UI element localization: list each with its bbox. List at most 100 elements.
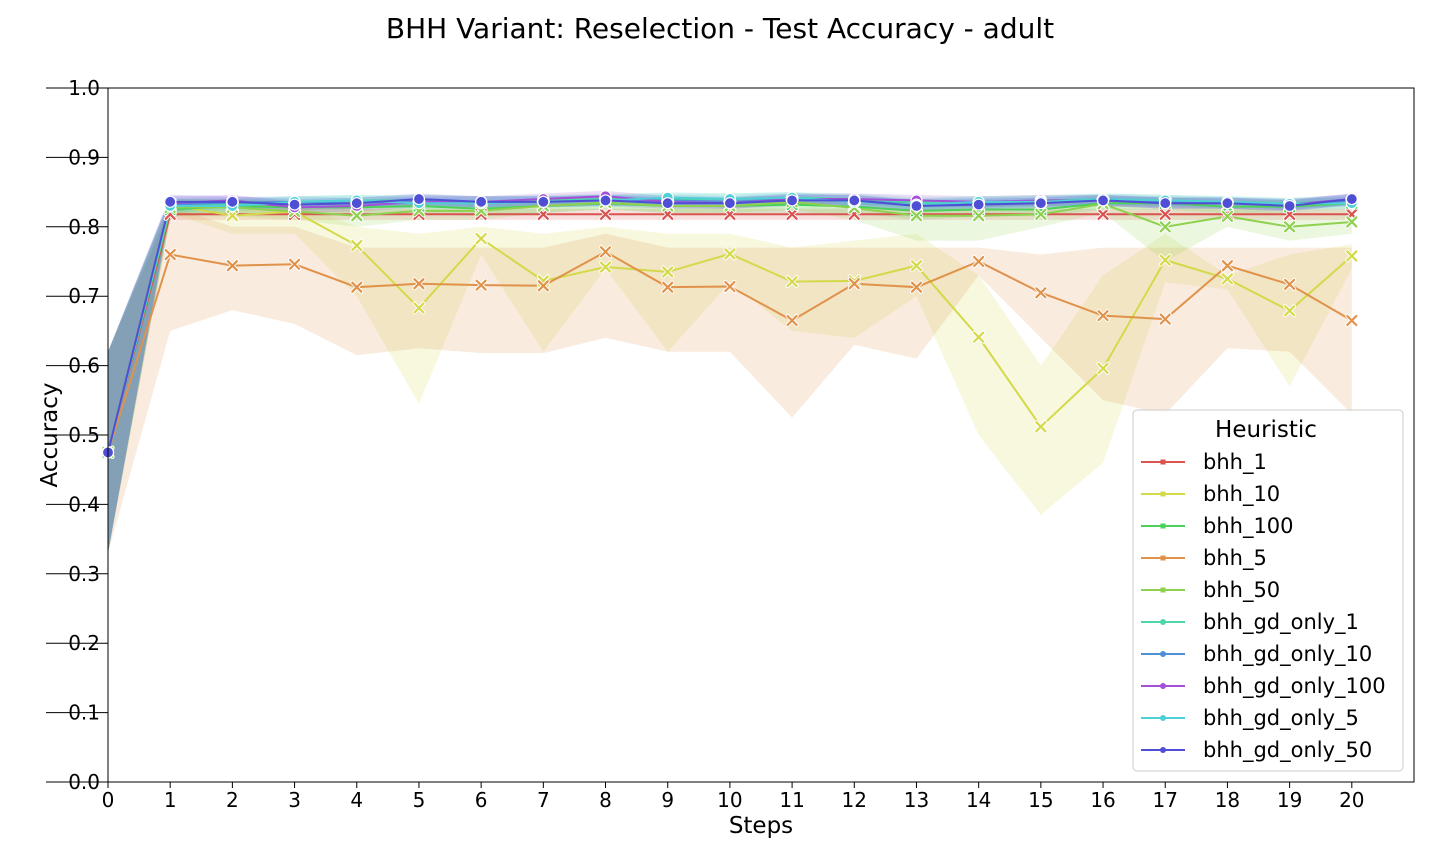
x-tick-label: 2 [226, 788, 239, 812]
point-bhh_gd_only_50 [475, 195, 488, 208]
x-axis-label: Steps [729, 813, 793, 839]
point-bhh_5 [474, 278, 488, 292]
x-tick-label: 10 [717, 788, 742, 812]
point-bhh_50 [1283, 220, 1297, 234]
point-bhh_gd_only_50 [350, 197, 363, 210]
x-tick-label: 1 [164, 788, 177, 812]
legend-item-bhh_10: bhh_10 [1141, 482, 1280, 507]
point-bhh_5 [1096, 309, 1110, 323]
point-bhh_5 [661, 280, 675, 294]
point-bhh_10 [1096, 361, 1110, 375]
point-bhh_5 [1158, 312, 1172, 326]
y-tick-label: 0.0 [68, 770, 100, 794]
point-bhh_gd_only_50 [972, 198, 985, 211]
point-bhh_gd_only_50 [288, 198, 301, 211]
y-tick-label: 0.2 [68, 631, 100, 655]
legend-items: bhh_1 bhh_10 bhh_100 bhh_5 bhh_50 bhh_gd_only… [1141, 450, 1386, 763]
point-bhh_10 [350, 239, 364, 253]
point-bhh_50 [1158, 220, 1172, 234]
point-bhh_5 [599, 245, 613, 259]
x-tick-label: 3 [288, 788, 301, 812]
x-tick-label: 7 [537, 788, 550, 812]
y-tick-label: 0.1 [68, 701, 100, 725]
point-bhh_5 [163, 248, 177, 262]
point-bhh_gd_only_50 [661, 197, 674, 210]
point-bhh_50 [1034, 207, 1048, 221]
legend-label: bhh_5 [1203, 546, 1267, 571]
point-bhh_5 [909, 280, 923, 294]
point-bhh_gd_only_50 [1283, 199, 1296, 213]
x-tick-label: 9 [661, 788, 674, 812]
x-tick-label: 15 [1028, 788, 1053, 812]
legend-item-bhh_gd_only_50: bhh_gd_only_50 [1141, 738, 1372, 763]
point-bhh_gd_only_50 [848, 194, 861, 207]
legend-label: bhh_gd_only_10 [1203, 642, 1372, 667]
point-bhh_10 [909, 259, 923, 273]
point-bhh_10 [412, 301, 426, 315]
legend-box [1132, 409, 1404, 772]
x-tick-label: 0 [102, 788, 115, 812]
point-bhh_10 [1158, 253, 1172, 267]
legend-item-bhh_100: bhh_100 [1141, 514, 1294, 539]
y-tick-label: 0.8 [68, 215, 100, 239]
point-bhh_5 [1283, 277, 1297, 291]
point-bhh_1 [785, 207, 799, 221]
point-bhh_gd_only_50 [785, 194, 799, 207]
point-bhh_10 [661, 265, 675, 279]
legend-item-bhh_5: bhh_5 [1141, 546, 1267, 571]
point-bhh_10 [1345, 249, 1359, 263]
legend-item-bhh_50: bhh_50 [1141, 578, 1280, 603]
y-tick-label: 0.6 [68, 354, 100, 378]
point-bhh_5 [1220, 259, 1234, 273]
point-bhh_gd_only_50 [1034, 197, 1047, 210]
point-bhh_gd_only_50 [1221, 197, 1234, 210]
legend-marker [1160, 587, 1166, 593]
band-bhh_10 [108, 199, 1352, 553]
legend-label: bhh_1 [1203, 450, 1267, 475]
legend-item-bhh_gd_only_5: bhh_gd_only_5 [1141, 706, 1359, 731]
legend-item-bhh_gd_only_100: bhh_gd_only_100 [1141, 674, 1386, 699]
point-bhh_5 [225, 259, 239, 273]
point-bhh_1 [599, 207, 613, 221]
legend-marker [1160, 619, 1166, 625]
point-bhh_10 [785, 275, 799, 289]
point-bhh_5 [536, 279, 550, 293]
point-bhh_10 [723, 247, 737, 261]
point-bhh_5 [412, 277, 426, 291]
point-bhh_5 [350, 280, 364, 294]
point-bhh_10 [972, 330, 986, 344]
point-bhh_50 [909, 209, 923, 223]
legend-marker [1160, 555, 1166, 561]
y-tick-label: 0.9 [68, 145, 100, 169]
legend-label: bhh_10 [1203, 482, 1280, 507]
x-tick-label: 16 [1090, 788, 1115, 812]
point-bhh_gd_only_50 [164, 195, 177, 208]
y-tick-label: 1.0 [68, 76, 100, 100]
point-bhh_10 [599, 260, 613, 274]
legend-marker [1160, 491, 1166, 497]
x-tick-label: 11 [779, 788, 804, 812]
legend-label: bhh_gd_only_100 [1203, 674, 1386, 699]
point-bhh_10 [1220, 272, 1234, 286]
point-bhh_gd_only_50 [226, 195, 239, 208]
legend-label: bhh_gd_only_50 [1203, 738, 1372, 763]
legend-item-bhh_1: bhh_1 [1141, 450, 1267, 475]
legend-marker [1160, 683, 1166, 689]
legend-item-bhh_gd_only_10: bhh_gd_only_10 [1141, 642, 1372, 667]
point-bhh_gd_only_50 [723, 197, 737, 210]
point-bhh_5 [1034, 286, 1048, 300]
legend-label: bhh_50 [1203, 578, 1280, 603]
y-axis-label: Accuracy [37, 382, 63, 487]
point-bhh_gd_only_50 [1159, 197, 1172, 210]
legend-marker [1160, 715, 1166, 721]
legend-label: bhh_gd_only_5 [1203, 706, 1359, 731]
chart-title: BHH Variant: Reselection - Test Accuracy… [386, 12, 1054, 45]
x-tick-label: 19 [1277, 788, 1302, 812]
legend-item-bhh_gd_only_1: bhh_gd_only_1 [1141, 610, 1359, 635]
x-tick-label: 12 [842, 788, 867, 812]
point-bhh_1 [1096, 207, 1110, 221]
point-bhh_5 [288, 257, 302, 271]
x-tick-label: 14 [966, 788, 991, 812]
x-tick-label: 18 [1215, 788, 1240, 812]
